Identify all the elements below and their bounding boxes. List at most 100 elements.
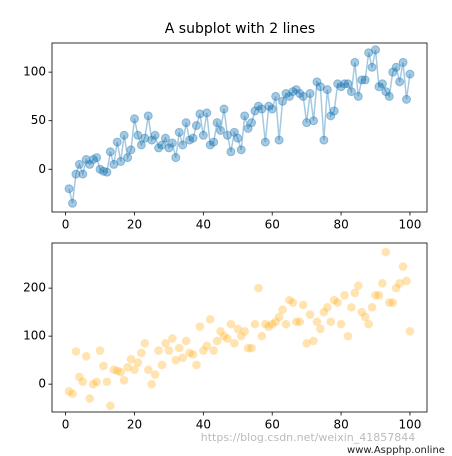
- point: [347, 303, 356, 312]
- marker: [384, 91, 394, 101]
- point: [109, 365, 119, 375]
- point: [292, 317, 301, 327]
- point: [371, 291, 380, 300]
- x-tick-label: 80: [333, 218, 348, 232]
- point: [278, 305, 287, 315]
- marker: [129, 114, 139, 124]
- marker: [229, 127, 239, 137]
- marker: [264, 101, 274, 111]
- marker: [133, 130, 143, 140]
- point: [95, 346, 105, 355]
- point: [233, 324, 243, 334]
- marker: [181, 118, 191, 128]
- marker: [367, 62, 377, 72]
- point: [212, 336, 222, 346]
- point: [188, 350, 198, 359]
- marker: [67, 198, 77, 208]
- marker: [150, 130, 160, 140]
- x-tick-label: 100: [399, 418, 422, 432]
- point: [316, 324, 325, 334]
- marker: [160, 133, 170, 143]
- marker: [309, 116, 319, 126]
- point: [106, 401, 115, 411]
- point: [288, 298, 298, 307]
- point: [116, 367, 125, 377]
- point: [309, 336, 318, 346]
- point: [302, 339, 311, 348]
- marker: [71, 169, 81, 179]
- marker: [116, 156, 126, 166]
- y-tick-label: 200: [23, 281, 46, 295]
- marker: [267, 104, 277, 114]
- marker: [92, 153, 102, 163]
- marker: [284, 91, 294, 101]
- marker: [360, 75, 370, 85]
- marker: [126, 145, 136, 155]
- marker: [405, 69, 415, 79]
- point: [199, 346, 208, 355]
- point: [340, 291, 349, 300]
- watermark: www.Aspphp.online: [347, 445, 445, 456]
- x-tick-label: 0: [62, 218, 70, 232]
- point: [243, 343, 253, 353]
- point: [391, 283, 401, 293]
- point: [261, 319, 270, 329]
- marker: [257, 104, 267, 114]
- marker: [302, 118, 312, 128]
- marker: [143, 111, 153, 121]
- point: [219, 331, 229, 341]
- point: [236, 331, 246, 341]
- marker: [326, 111, 336, 121]
- marker: [205, 140, 215, 150]
- x-tick-label: 80: [333, 418, 348, 432]
- x-tick-label: 20: [127, 218, 142, 232]
- point: [357, 307, 367, 317]
- marker: [398, 57, 408, 67]
- marker: [95, 164, 105, 174]
- point: [157, 360, 167, 370]
- marker: [329, 106, 339, 116]
- marker: [357, 75, 367, 85]
- marker: [78, 169, 88, 179]
- marker: [212, 118, 222, 128]
- marker: [371, 45, 381, 55]
- marker: [88, 155, 98, 165]
- marker: [147, 135, 157, 145]
- y-tick-label: 100: [23, 329, 46, 343]
- marker: [188, 133, 198, 143]
- marker: [253, 101, 263, 111]
- point: [185, 348, 194, 358]
- marker: [295, 89, 305, 99]
- point: [81, 352, 91, 361]
- marker: [85, 159, 95, 169]
- point: [102, 377, 112, 387]
- marker: [136, 140, 146, 150]
- point: [319, 307, 329, 317]
- y-tick-label: 100: [23, 65, 46, 79]
- point: [226, 319, 236, 329]
- marker: [312, 77, 322, 87]
- x-tick-label: 100: [399, 218, 422, 232]
- marker: [112, 137, 122, 147]
- marker: [74, 159, 84, 169]
- point: [92, 377, 101, 387]
- point: [230, 339, 239, 348]
- point: [274, 312, 284, 322]
- x-tick-label: 40: [196, 418, 211, 432]
- marker: [105, 147, 115, 157]
- marker: [395, 77, 405, 87]
- point: [398, 262, 408, 271]
- marker: [185, 135, 195, 145]
- marker: [402, 94, 412, 104]
- point: [350, 288, 360, 298]
- point: [381, 247, 391, 257]
- point: [143, 365, 153, 375]
- marker: [198, 130, 208, 140]
- point: [354, 281, 363, 291]
- y-tick-label: 0: [38, 377, 46, 391]
- marker: [109, 159, 119, 169]
- x-tick-label: 60: [265, 418, 280, 432]
- marker: [343, 79, 353, 89]
- point: [64, 387, 74, 396]
- y-tick-label: 50: [31, 113, 46, 127]
